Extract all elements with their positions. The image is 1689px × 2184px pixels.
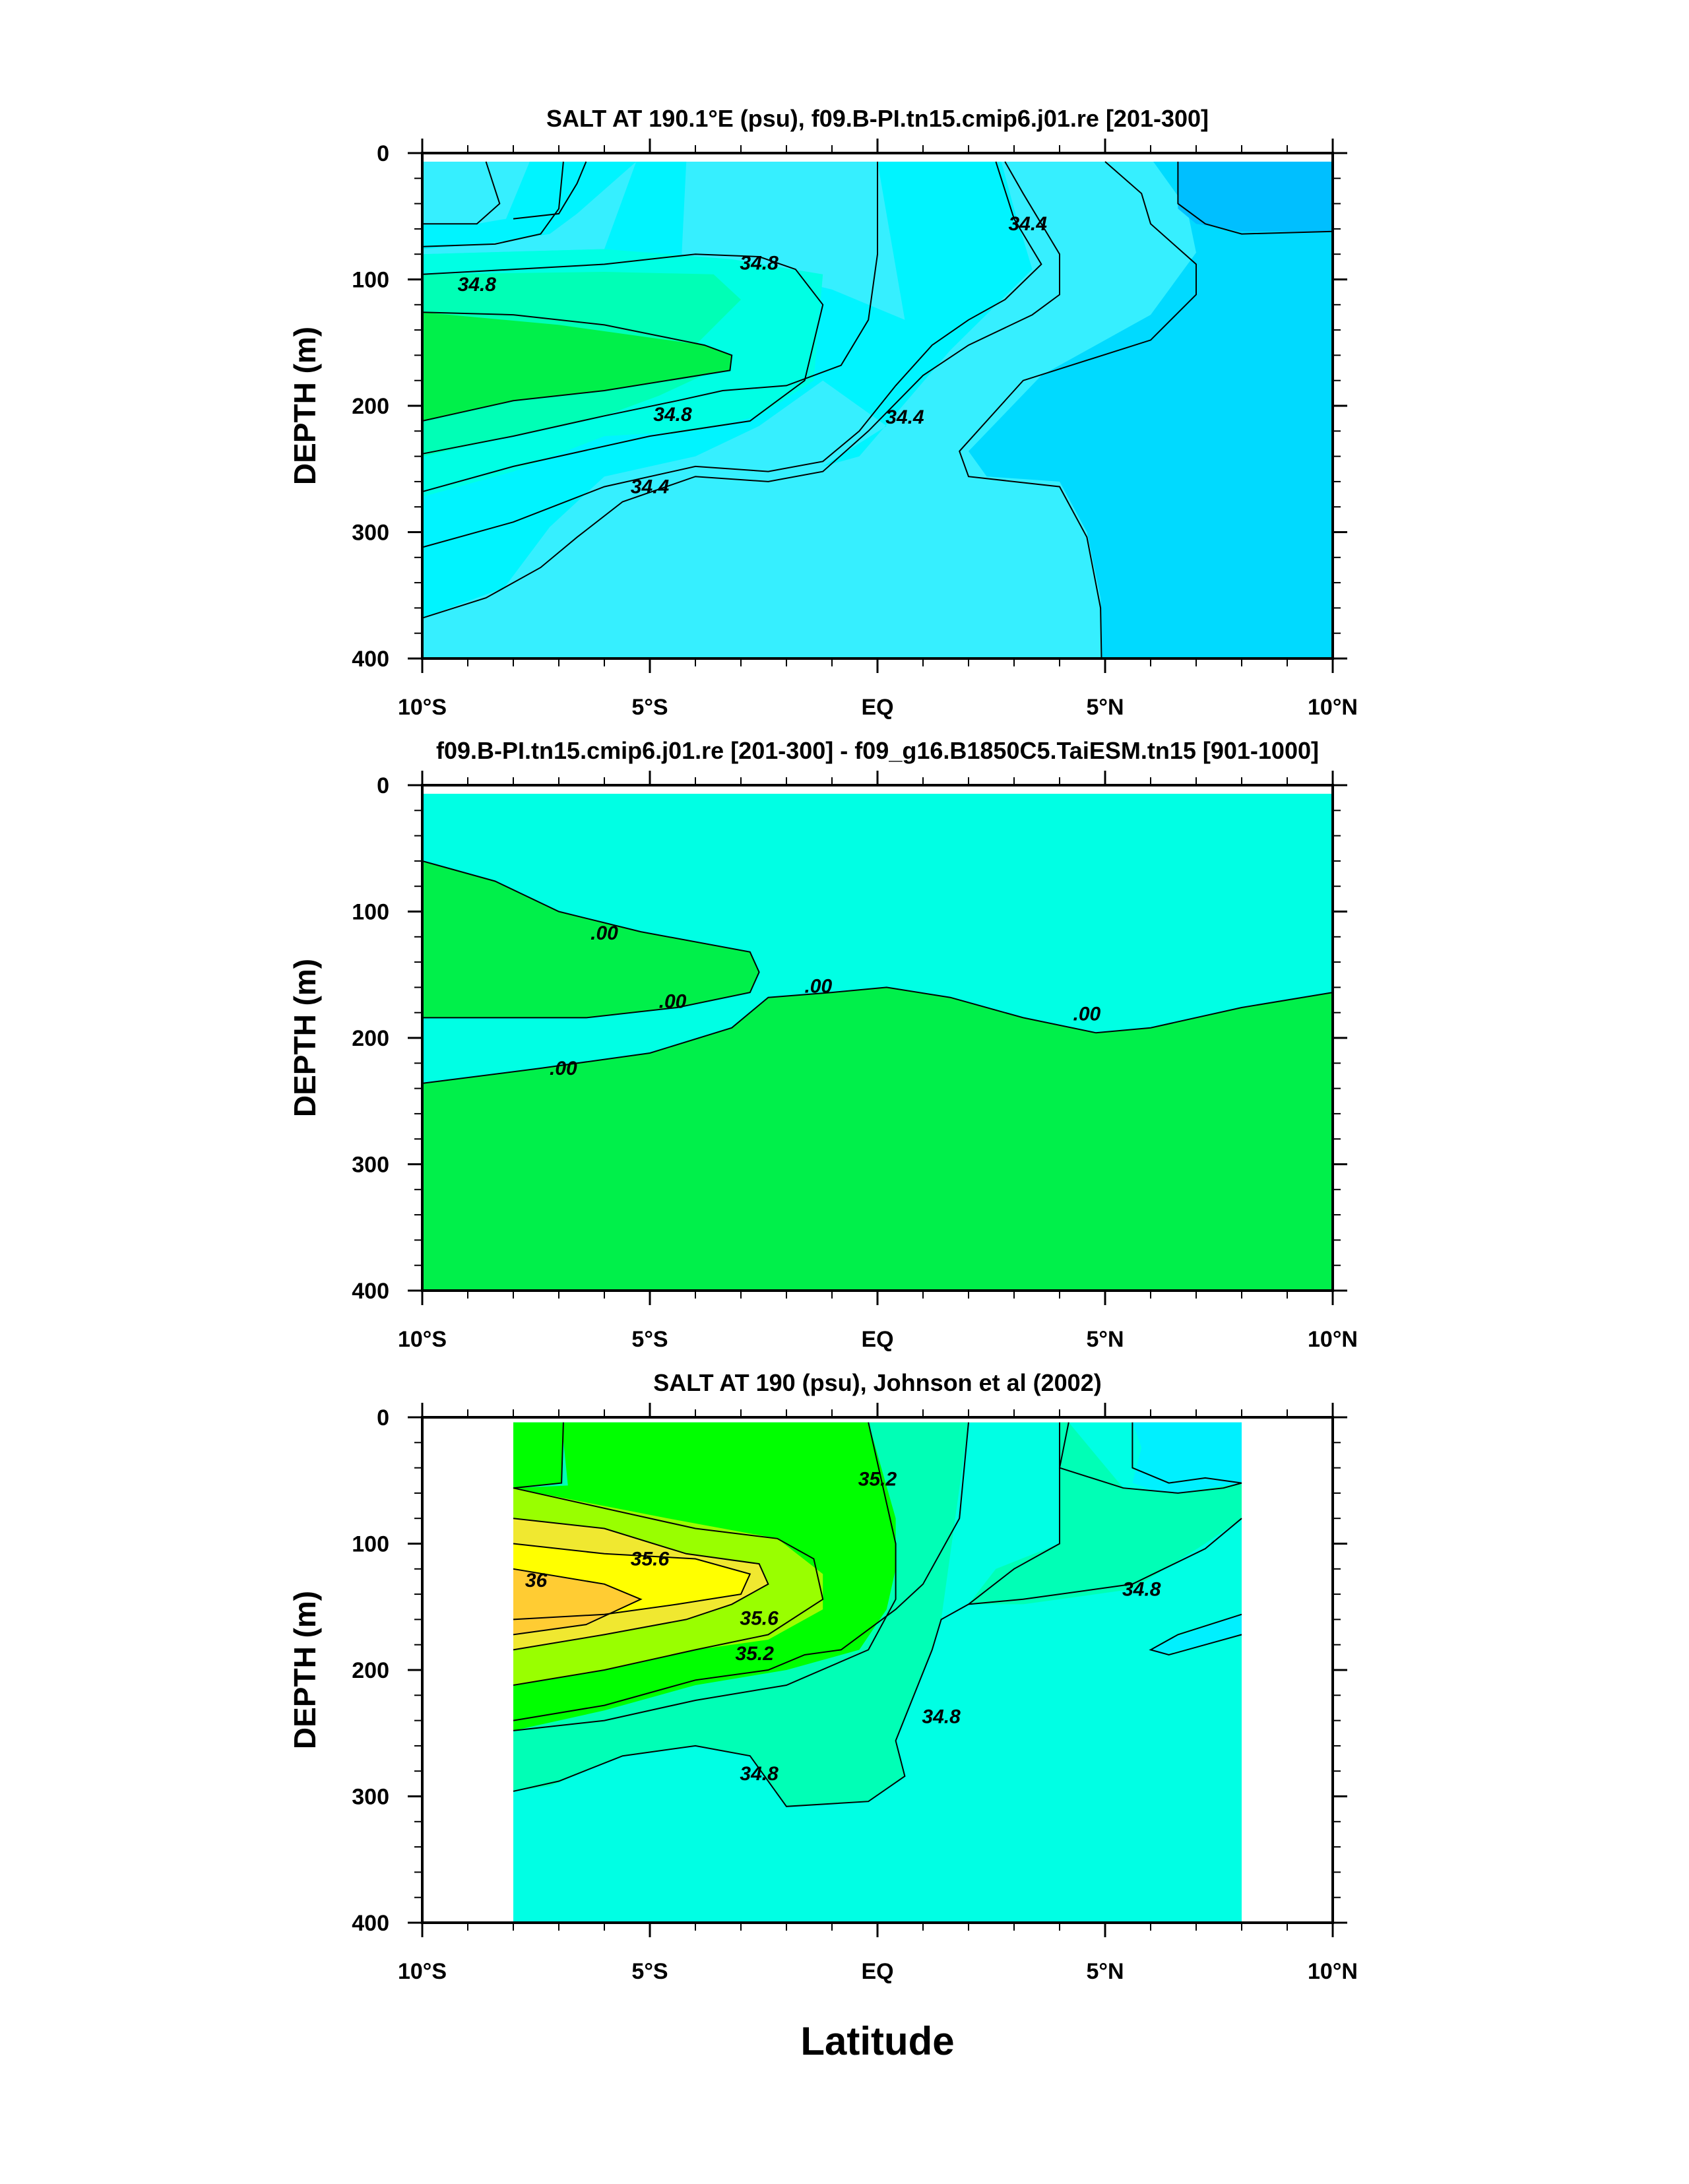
y-tick-label: 300 xyxy=(352,1785,389,1810)
contour-line xyxy=(422,253,824,493)
y-axis-label: DEPTH (m) xyxy=(288,327,322,485)
contour-line xyxy=(513,1422,897,1731)
x-tick-label: 5°S xyxy=(631,1327,668,1352)
y-tick-label: 200 xyxy=(352,1026,389,1051)
contour-label: .00 xyxy=(550,1058,577,1079)
y-tick-label: 400 xyxy=(352,1279,389,1304)
y-tick-label: 200 xyxy=(352,394,389,419)
x-axis-label: Latitude xyxy=(800,2019,954,2063)
x-tick-label: 5°N xyxy=(1086,695,1124,720)
x-tick-label: EQ xyxy=(861,1959,893,1984)
contour-line xyxy=(513,1543,751,1621)
contour-label: 35.2 xyxy=(858,1469,897,1491)
contour-line xyxy=(422,311,733,422)
y-axis-label: DEPTH (m) xyxy=(288,1591,322,1749)
contour-fill xyxy=(422,987,1333,1291)
y-tick-label: 100 xyxy=(352,268,389,293)
chart-panel-2: .00 .00 .00 .00 .00 0 100 200 300 400 10°S 5°S EQ 5°N… xyxy=(288,737,1358,1352)
chart-panel-3: 35.2 35.6 36 35.6 35.2 34.8 34.8 34.8 0 100 200 300… xyxy=(288,1369,1358,2063)
y-tick-label: 100 xyxy=(352,900,389,925)
contour-label: .00 xyxy=(1073,1003,1101,1025)
y-tick-label: 0 xyxy=(377,141,389,166)
contour-line xyxy=(422,162,878,455)
contour-fill xyxy=(422,153,1333,162)
y-tick-label: 200 xyxy=(352,1658,389,1683)
contour-label: 35.6 xyxy=(740,1607,779,1629)
contour-label: 36 xyxy=(525,1570,548,1591)
x-tick-label: EQ xyxy=(861,695,893,720)
contour-fill xyxy=(422,785,1333,794)
contour-label: 34.8 xyxy=(653,404,692,426)
panel-title: SALT AT 190.1°E (psu), f09.B-PI.tn15.cmi… xyxy=(546,105,1209,132)
contour-label: 34.8 xyxy=(458,274,497,296)
contour-line xyxy=(422,161,1060,619)
x-tick-label: 10°N xyxy=(1308,1327,1358,1352)
contour-line xyxy=(422,161,501,225)
panel-title: f09.B-PI.tn15.cmip6.j01.re [201-300] - f… xyxy=(436,737,1319,764)
x-tick-label: 5°S xyxy=(631,695,668,720)
contour-fill xyxy=(422,860,759,1018)
contour-fill xyxy=(422,312,732,421)
y-tick-label: 300 xyxy=(352,521,389,546)
y-tick-label: 0 xyxy=(377,773,389,798)
contour-line xyxy=(513,161,587,220)
contour-label: 35.2 xyxy=(736,1643,775,1665)
contour-line xyxy=(1131,1422,1242,1484)
y-tick-label: 100 xyxy=(352,1532,389,1557)
contour-line xyxy=(1177,162,1333,235)
contour-fill xyxy=(969,162,1333,658)
contour-line xyxy=(422,860,760,1019)
x-tick-label: 10°S xyxy=(398,695,447,720)
contour-label: 34.4 xyxy=(631,476,670,498)
y-axis-label: DEPTH (m) xyxy=(288,959,322,1117)
contour-line xyxy=(1149,1613,1242,1656)
contour-line xyxy=(422,161,1042,548)
x-tick-label: 5°S xyxy=(631,1959,668,1984)
contour-line xyxy=(1058,1422,1242,1494)
contour-label: 34.8 xyxy=(740,1763,779,1785)
panel-title: SALT AT 190 (psu), Johnson et al (2002) xyxy=(653,1369,1101,1396)
contour-line xyxy=(959,161,1197,659)
x-tick-label: 10°S xyxy=(398,1959,447,1984)
contour-fill xyxy=(1132,1422,1242,1655)
contour-label: .00 xyxy=(590,922,618,944)
x-tick-label: 5°N xyxy=(1086,1327,1124,1352)
contour-line xyxy=(513,1518,1242,1807)
x-tick-label: 10°N xyxy=(1308,1959,1358,1984)
contour-label: 34.4 xyxy=(1009,213,1048,235)
contour-label: .00 xyxy=(804,975,832,997)
y-tick-label: 0 xyxy=(377,1405,389,1430)
contour-label: 34.4 xyxy=(885,406,924,428)
contour-label: .00 xyxy=(659,990,687,1012)
contour-label: 34.8 xyxy=(922,1706,961,1728)
y-tick-label: 400 xyxy=(352,1911,389,1936)
x-tick-label: 10°S xyxy=(398,1327,447,1352)
contour-label: 34.8 xyxy=(1122,1578,1161,1600)
contour-line xyxy=(513,1518,769,1651)
y-tick-label: 300 xyxy=(352,1153,389,1178)
x-tick-label: 10°N xyxy=(1308,695,1358,720)
contour-fill xyxy=(1178,162,1333,232)
contour-line xyxy=(422,986,1333,1084)
contour-line xyxy=(513,1487,824,1686)
y-tick-label: 400 xyxy=(352,647,389,672)
contour-line xyxy=(513,1568,643,1636)
contour-label: 35.6 xyxy=(631,1548,670,1570)
contour-line xyxy=(513,1422,564,1489)
x-tick-label: EQ xyxy=(861,1327,893,1352)
contour-line xyxy=(422,161,564,247)
contour-line xyxy=(513,1422,969,1721)
x-tick-label: 5°N xyxy=(1086,1959,1124,1984)
contour-label: 34.8 xyxy=(740,252,779,274)
contour-line xyxy=(968,1422,1060,1605)
chart-panel-1: 34.8 34.8 34.8 34.4 34.4 34.4 0 100 200 300 400 10°… xyxy=(288,105,1358,720)
